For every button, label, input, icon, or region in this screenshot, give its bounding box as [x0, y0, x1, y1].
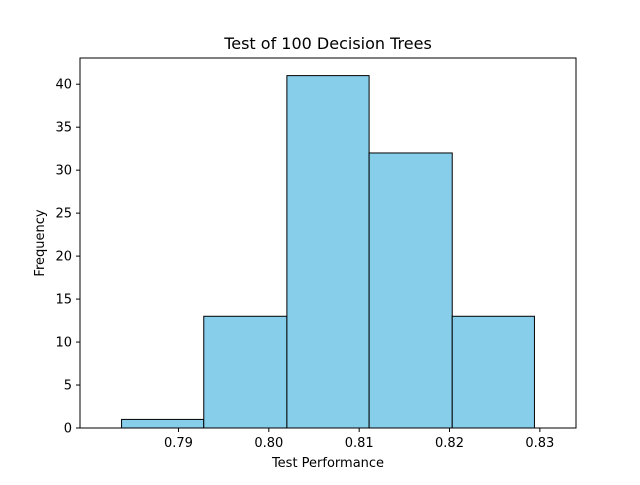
x-tick-label: 0.83 [525, 436, 554, 451]
y-tick-label: 20 [55, 250, 72, 265]
x-tick-label: 0.81 [345, 436, 374, 451]
y-axis-label: Frequency [33, 209, 48, 276]
bars-layer [121, 75, 535, 429]
x-tick-label: 0.79 [164, 436, 193, 451]
y-tick-label: 0 [64, 422, 72, 437]
x-tick-label: 0.82 [435, 436, 464, 451]
y-tick-label: 25 [55, 207, 72, 222]
y-tick-label: 40 [55, 78, 72, 93]
x-axis-label: Test Performance [271, 456, 384, 471]
y-tick-label: 35 [55, 121, 72, 136]
y-tick-label: 30 [55, 164, 72, 179]
chart-title: Test of 100 Decision Trees [223, 34, 432, 53]
x-axis-ticks: 0.79 0.80 0.81 0.82 0.83 [164, 428, 554, 451]
histogram-bar-5 [451, 315, 535, 429]
y-tick-label: 5 [64, 379, 72, 394]
y-axis-ticks: 0 5 10 15 20 25 30 35 40 [55, 78, 80, 437]
y-tick-label: 15 [55, 293, 72, 308]
histogram-bar-4 [368, 152, 453, 429]
x-tick-label: 0.80 [254, 436, 283, 451]
histogram-bar-3 [286, 75, 370, 429]
histogram-bar-1 [121, 418, 205, 429]
histogram-bar-2 [203, 315, 288, 429]
plot-area-frame [79, 57, 577, 429]
y-tick-label: 10 [55, 336, 72, 351]
